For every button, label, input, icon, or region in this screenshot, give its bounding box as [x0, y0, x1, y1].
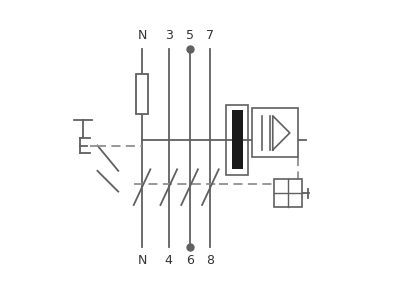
Text: 3: 3: [165, 28, 173, 41]
Bar: [252, 108, 298, 158]
Bar: [232, 110, 243, 169]
Text: 6: 6: [186, 254, 194, 267]
Text: 7: 7: [206, 28, 214, 41]
Text: 5: 5: [186, 28, 194, 41]
Text: N: N: [137, 28, 147, 41]
Bar: [136, 74, 148, 114]
Bar: [226, 104, 248, 175]
Text: N: N: [137, 254, 147, 267]
Text: 8: 8: [206, 254, 214, 267]
Bar: [274, 179, 302, 207]
Text: 4: 4: [165, 254, 173, 267]
